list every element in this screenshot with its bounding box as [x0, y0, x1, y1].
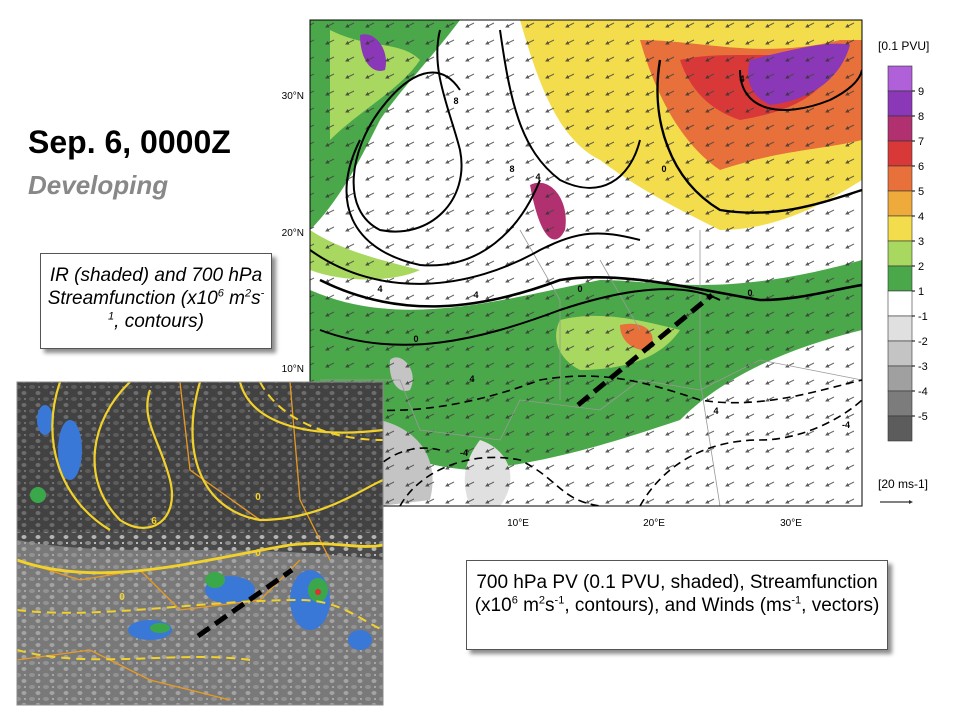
caption-pv: 700 hPa PV (0.1 PVU, shaded), Streamfunc… [466, 560, 888, 650]
colorbar-swatch [887, 115, 913, 142]
colorbar-swatch [887, 365, 913, 392]
caption-text: m [517, 595, 539, 616]
colorbar-swatch [887, 240, 913, 267]
contour-label: 0 [255, 548, 261, 559]
colorbar-swatch [887, 340, 913, 367]
colorbar-swatch [887, 165, 913, 192]
contour-label: -4 [460, 448, 468, 458]
colorbar-swatch [887, 65, 913, 92]
colorbar-swatch [887, 90, 913, 117]
caption-sup: 6 [217, 287, 224, 300]
subtitle: Developing [28, 170, 169, 200]
lat-label: 30°N [282, 91, 304, 102]
colorbar-swatch [887, 140, 913, 167]
colorbar-label: 1 [918, 286, 924, 298]
colorbar-label: -4 [918, 386, 928, 398]
contour-label: 8 [453, 96, 458, 106]
lon-label: 30°E [780, 518, 802, 529]
contour-label: 4 [713, 406, 718, 416]
lon-label: 20°E [643, 518, 665, 529]
colorbar-swatch [887, 190, 913, 217]
colorbar-swatch [887, 215, 913, 242]
colorbar-unit: [0.1 PVU] [878, 39, 929, 53]
colorbar-label: 4 [918, 211, 924, 223]
colorbar-label: -2 [918, 336, 928, 348]
contour-label: 4 [473, 290, 478, 300]
caption-sup: -1 [108, 287, 265, 323]
ir-contour-labels: 0 6 0 0 [119, 492, 261, 603]
caption-sup: -1 [791, 594, 802, 607]
contour-label: 0 [413, 334, 418, 344]
contour-label: -4 [842, 420, 850, 430]
caption-text: , contours), and Winds (ms [564, 595, 792, 616]
contour-label: 4 [535, 172, 540, 182]
lat-label: 10°N [282, 364, 304, 375]
colorbar: 9 8 7 6 5 4 3 2 1 -1 -2 -3 -4 -5 [887, 65, 928, 442]
colorbar-label: -5 [918, 411, 928, 423]
pv-map-frame [309, 19, 863, 507]
contour-label: 4 [739, 74, 744, 84]
lon-label: 10°E [507, 518, 529, 529]
colorbar-label: 9 [918, 86, 924, 98]
caption-text: 700 hPa PV (0.1 PVU, shaded), Streamfunc… [474, 572, 878, 616]
contour-label: 0 [747, 288, 752, 298]
colorbar-swatch [887, 290, 913, 317]
caption-sup: 2 [244, 287, 252, 300]
lat-label: 20°N [282, 228, 304, 239]
colorbar-label: 7 [918, 136, 924, 148]
colorbar-label: 8 [918, 111, 924, 123]
caption-sup: 6 [511, 594, 518, 607]
contour-label: 8 [509, 164, 514, 174]
colorbar-label: 2 [918, 261, 924, 273]
colorbar-swatch [887, 315, 913, 342]
ir-map-frame [16, 381, 384, 706]
caption-text: , vectors) [801, 595, 880, 616]
colorbar-label: 6 [918, 161, 924, 173]
contour-label: 0 [119, 592, 125, 603]
contour-label: 0 [661, 164, 666, 174]
vector-reference: [20 ms-1] [878, 477, 928, 491]
colorbar-label: -1 [918, 311, 928, 323]
colorbar-swatch [887, 390, 913, 417]
colorbar-label: -3 [918, 361, 928, 373]
caption-sup: -1 [554, 594, 565, 607]
caption-text: IR (shaded) and 700 hPa Streamfunction (… [47, 265, 263, 309]
pv-map [310, 20, 862, 506]
contour-label: 4 [469, 374, 474, 384]
contour-label: 4 [377, 284, 382, 294]
colorbar-swatch [887, 415, 913, 442]
colorbar-swatch [887, 265, 913, 292]
caption-ir: IR (shaded) and 700 hPa Streamfunction (… [40, 253, 272, 349]
ir-map [17, 382, 383, 705]
caption-text: , contours) [114, 311, 204, 332]
contour-label: 0 [255, 492, 261, 503]
axis-labels: 30°N 20°N 10°N 10°E 20°E 30°E [282, 91, 803, 529]
caption-text: s [251, 288, 261, 309]
contour-label: 0 [577, 284, 582, 294]
caption-sup: 2 [538, 594, 546, 607]
colorbar-label: 5 [918, 186, 924, 198]
colorbar-label: 3 [918, 236, 924, 248]
title: Sep. 6, 0000Z [28, 124, 231, 160]
caption-text: m [223, 288, 245, 309]
caption-text: s [545, 595, 555, 616]
contour-label: 6 [151, 516, 157, 527]
